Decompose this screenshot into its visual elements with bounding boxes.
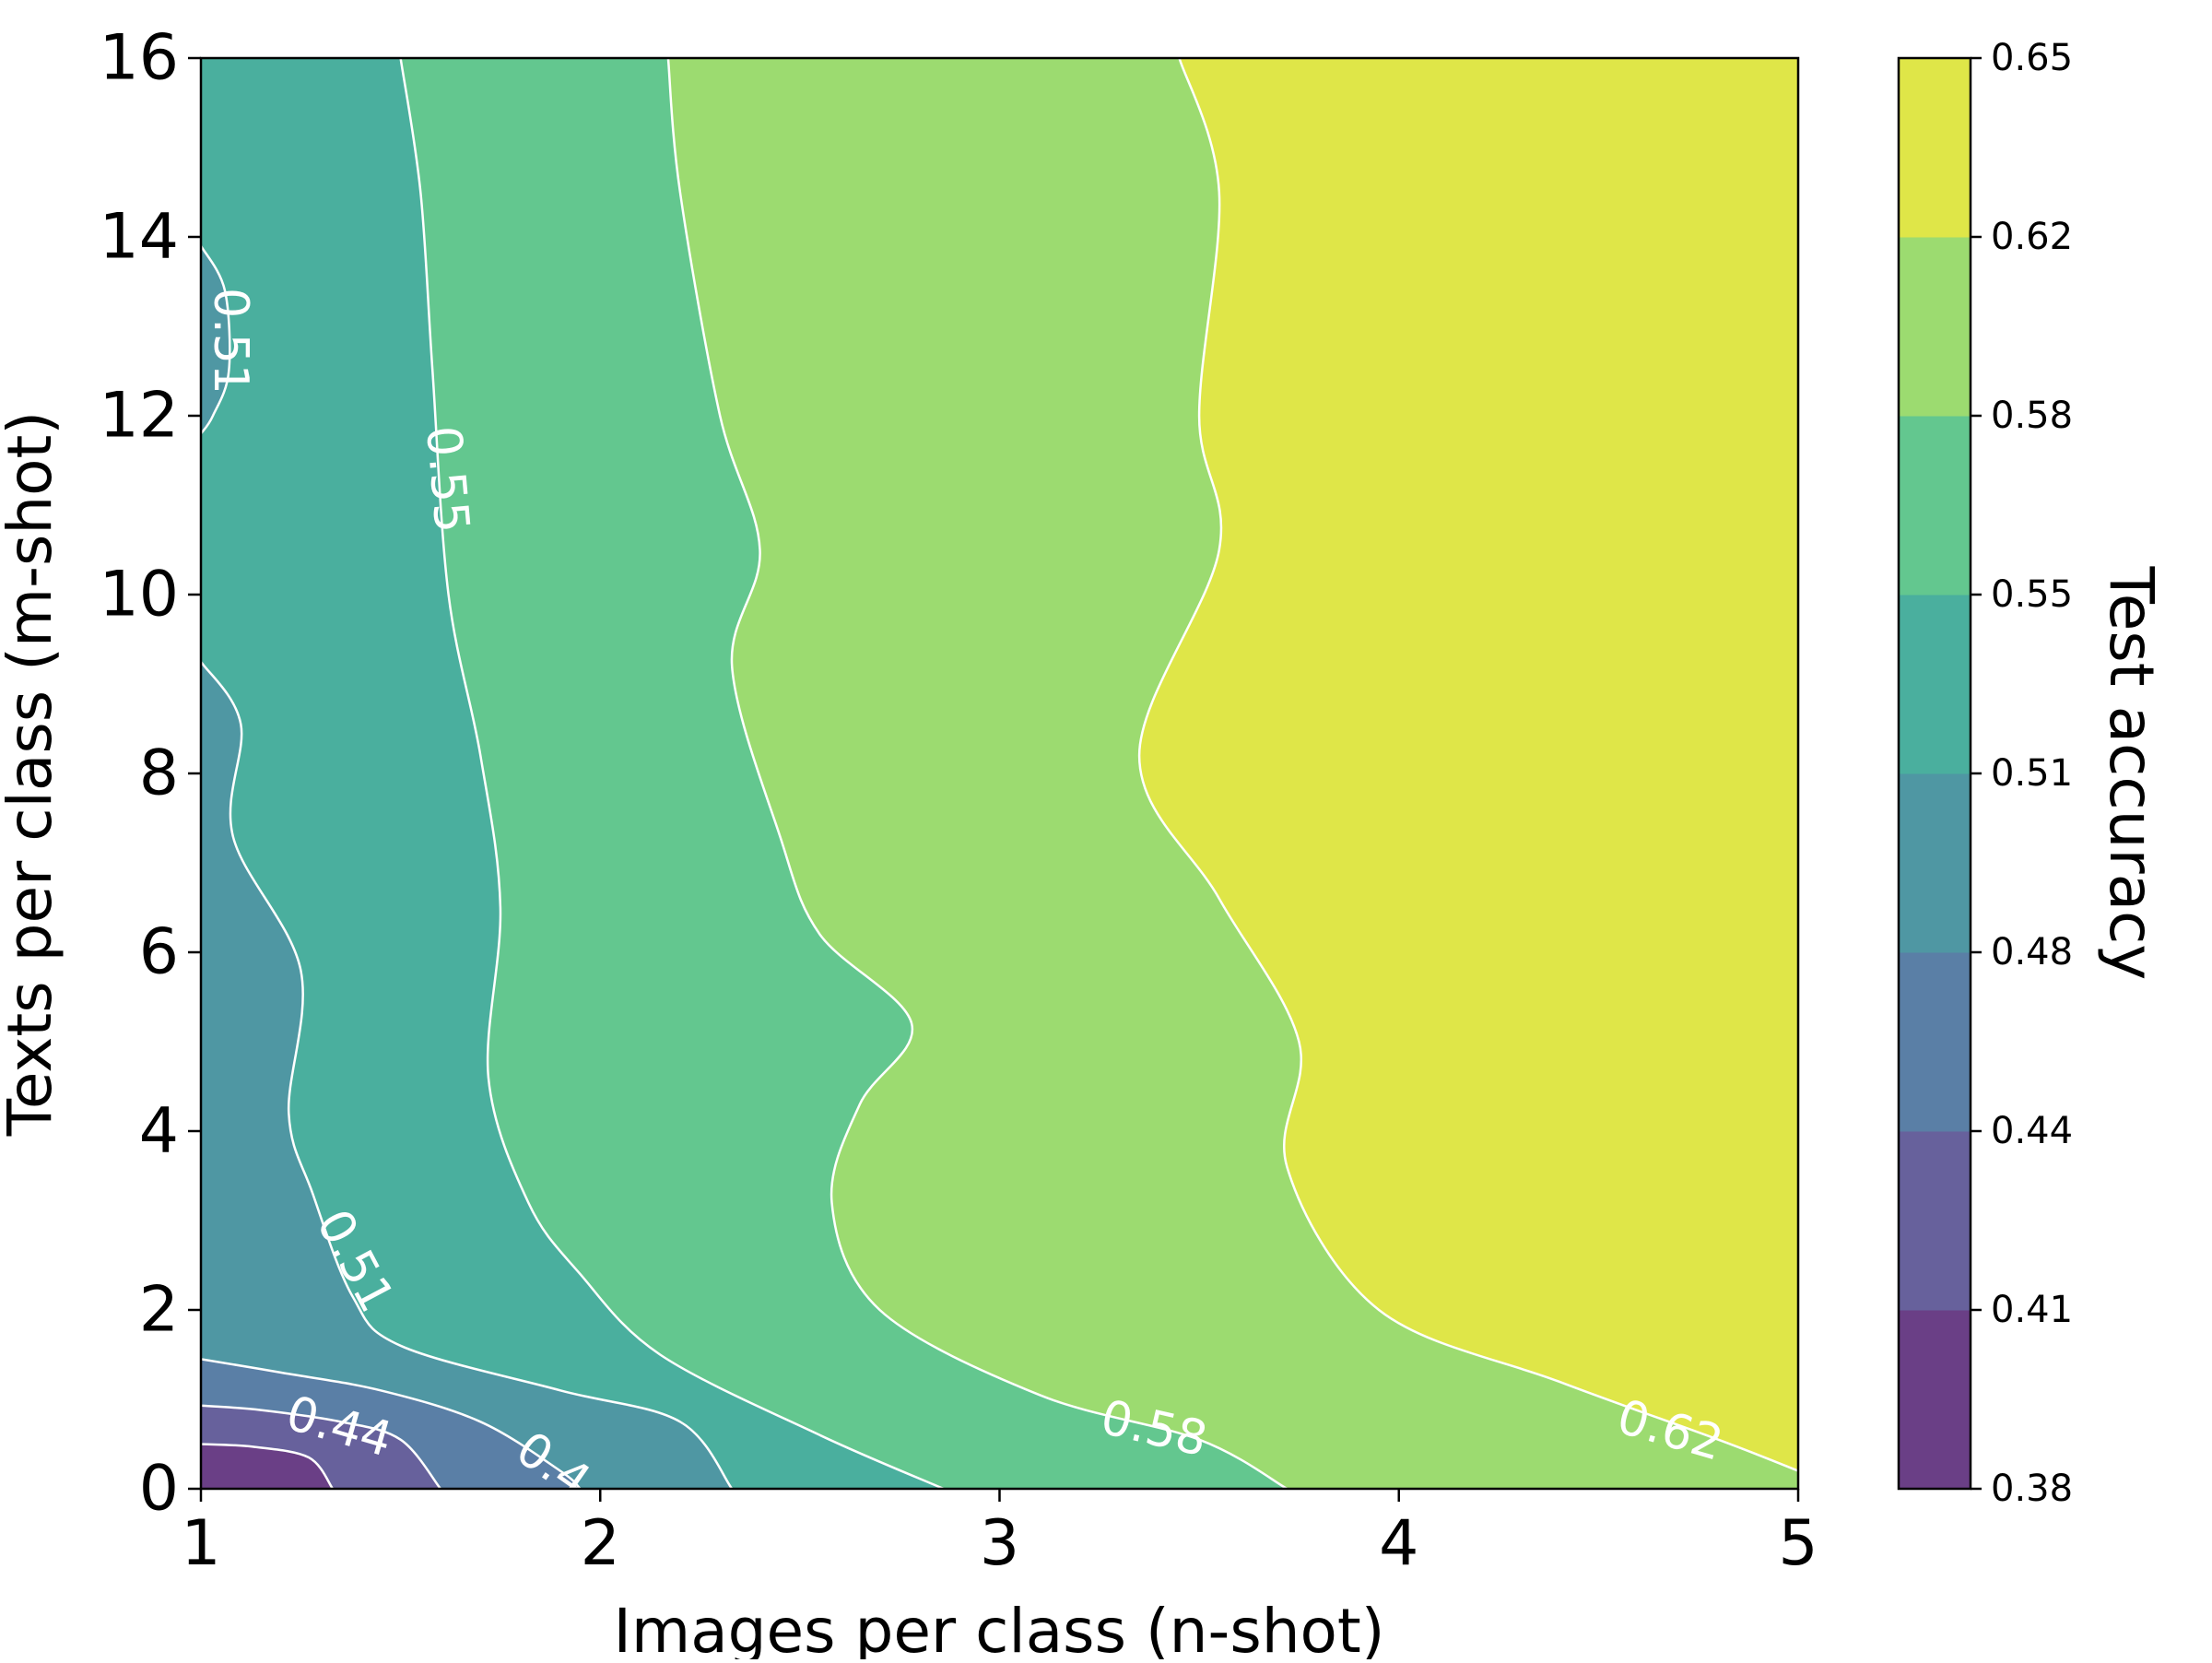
- y-tick-label: 16: [99, 22, 179, 95]
- x-tick-label: 5: [1778, 1507, 1818, 1580]
- region-below-051: [201, 245, 230, 1489]
- region-below-055: [201, 58, 944, 1489]
- colorbar-label: Test accuracy: [2096, 566, 2167, 981]
- x-tick-label: 3: [980, 1507, 1019, 1580]
- y-axis-label: Texts per class (m-shot): [0, 411, 65, 1137]
- x-tick-label: 4: [1379, 1507, 1418, 1580]
- contour-label-051-top: 0.51: [203, 288, 258, 395]
- region-below-051: [201, 661, 733, 1489]
- y-tick-label: 14: [99, 201, 179, 274]
- y-tick-label: 0: [139, 1453, 179, 1526]
- y-axis-ticks: 0 2 4 6 8 10 12 14 16: [99, 22, 201, 1526]
- region-below-041: [201, 1444, 333, 1489]
- contour-label-055: 0.55: [415, 424, 479, 536]
- colorbar: 0.38 0.41 0.44 0.48 0.51 0.55 0.58 0.62 0.65: [1897, 37, 2073, 1510]
- y-tick-label: 12: [99, 380, 179, 453]
- colorbar-tick-label: 0.41: [1991, 1289, 2073, 1331]
- y-tick-label: 4: [139, 1095, 179, 1168]
- colorbar-band: [1899, 595, 1971, 774]
- y-tick-label: 2: [139, 1274, 179, 1347]
- colorbar-band: [1899, 58, 1971, 238]
- colorbar-tick-label: 0.62: [1991, 216, 2073, 258]
- colorbar-tick-label: 0.48: [1991, 931, 2073, 973]
- colorbar-band: [1899, 773, 1971, 953]
- colorbar-tick-label: 0.55: [1991, 573, 2073, 616]
- y-tick-label: 6: [139, 916, 179, 989]
- contour-lines: [201, 58, 1798, 1489]
- x-axis-ticks: 1 2 3 4 5: [181, 1489, 1818, 1580]
- colorbar-band: [1899, 1310, 1971, 1490]
- colorbar-tick-label: 0.65: [1991, 37, 2073, 79]
- contour-line-062: [1137, 58, 1798, 1472]
- colorbar-band: [1899, 952, 1971, 1132]
- contour-line-044: [201, 1404, 441, 1489]
- contour-line-041: [201, 1443, 335, 1489]
- colorbar-tick-label: 0.51: [1991, 752, 2073, 795]
- contour-line-051: [201, 661, 734, 1489]
- x-axis-label: Images per class (n-shot): [613, 1596, 1384, 1659]
- contour-line-058: [666, 58, 1288, 1489]
- y-tick-label: 8: [139, 737, 179, 810]
- x-tick-label: 2: [581, 1507, 620, 1580]
- colorbar-tick-label: 0.44: [1991, 1110, 2073, 1152]
- contour-fills: [201, 58, 1798, 1489]
- colorbar-band: [1899, 237, 1971, 417]
- y-tick-label: 10: [99, 559, 179, 631]
- colorbar-band: [1899, 1131, 1971, 1311]
- colorbar-tick-label: 0.58: [1991, 395, 2073, 437]
- contour-line-048: [201, 1358, 582, 1489]
- contour-line-051: [201, 245, 231, 435]
- colorbar-tick-label: 0.38: [1991, 1468, 2073, 1510]
- contour-line-055: [399, 58, 945, 1489]
- colorbar-band: [1899, 416, 1971, 596]
- x-tick-label: 1: [181, 1507, 220, 1580]
